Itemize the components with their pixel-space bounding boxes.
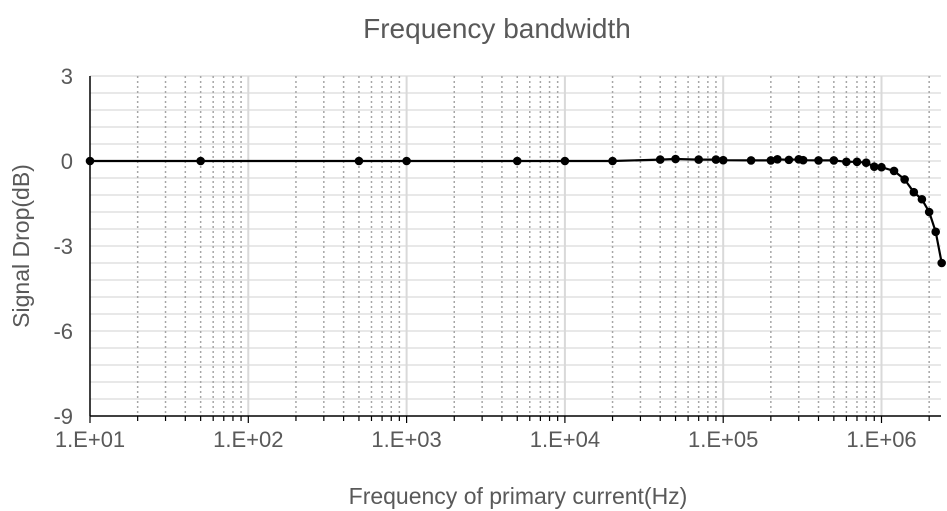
axis-layer	[89, 76, 941, 423]
data-point	[560, 156, 570, 166]
series-line	[90, 157, 943, 264]
data-point	[798, 155, 808, 165]
data-point	[931, 227, 941, 237]
data-point	[402, 156, 411, 166]
data-point	[917, 194, 927, 204]
x-tick-label: 1.E+02	[213, 427, 283, 452]
data-point	[829, 156, 839, 165]
labels-layer: 1.E+01 1.E+02 1.E+03 1.E+04 1.E+05 1.E+06 3 0 -3…	[53, 64, 916, 452]
y-tick-label: -6	[53, 319, 73, 344]
data-point	[196, 156, 205, 166]
data-point	[900, 175, 909, 184]
data-point	[711, 155, 721, 164]
data-point	[766, 156, 776, 165]
data-point	[937, 258, 946, 268]
x-tick-label: 1.E+04	[530, 427, 600, 452]
data-point	[773, 155, 782, 164]
data-point	[869, 162, 879, 171]
data-point	[718, 155, 728, 165]
grid-layer	[90, 75, 941, 416]
data-point	[842, 157, 851, 167]
y-tick-label: 3	[61, 64, 73, 89]
data-point	[924, 207, 934, 217]
x-axis-label: Frequency of primary current(Hz)	[349, 483, 688, 509]
y-tick-label: 0	[61, 149, 73, 174]
data-point	[852, 157, 862, 167]
y-tick-label: -3	[53, 234, 73, 259]
data-point	[671, 154, 680, 164]
data-point	[655, 155, 665, 164]
data-point	[909, 187, 919, 197]
y-tick-label: -9	[53, 404, 73, 429]
data-point	[877, 162, 886, 172]
data-point	[746, 156, 756, 165]
x-tick-label: 1.E+06	[846, 427, 916, 452]
data-point	[861, 158, 871, 167]
x-tick-label: 1.E+03	[371, 427, 441, 452]
data-point	[784, 155, 794, 165]
data-point	[512, 156, 522, 166]
x-tick-label: 1.E+01	[55, 427, 125, 452]
data-point	[694, 155, 703, 164]
data-point	[814, 156, 823, 165]
series-layer	[85, 154, 946, 268]
data-point	[85, 156, 95, 166]
chart-title: Frequency bandwidth	[363, 13, 631, 44]
data-point	[889, 166, 899, 176]
y-axis-label: Signal Drop(dB)	[8, 164, 34, 328]
data-point	[354, 156, 364, 166]
data-point	[608, 156, 617, 166]
x-tick-label: 1.E+05	[688, 427, 758, 452]
